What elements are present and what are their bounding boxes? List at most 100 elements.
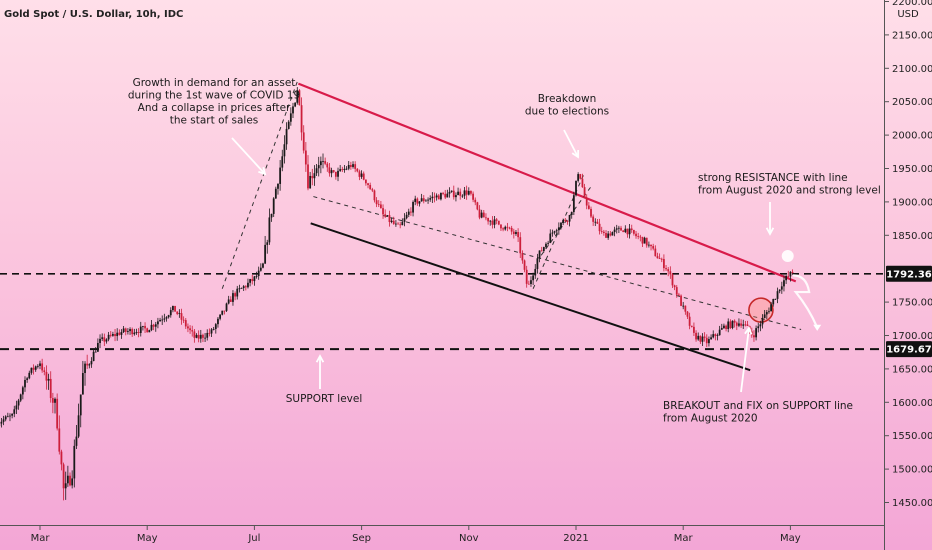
candle xyxy=(375,197,378,208)
candle xyxy=(791,269,794,274)
support-price-label[interactable]: 1679.67 xyxy=(886,341,932,358)
candle xyxy=(570,211,573,219)
candle-body xyxy=(277,183,279,189)
annotation-resistance-line: strong RESISTANCE with line xyxy=(698,172,848,184)
candle-body xyxy=(90,361,93,365)
candle-body xyxy=(504,226,507,230)
resistance-price-label[interactable]: 1792.36 xyxy=(886,265,932,282)
y-tick-label: 1600.00 xyxy=(892,398,932,409)
candle xyxy=(157,317,159,329)
candle xyxy=(358,169,361,181)
candle xyxy=(399,221,402,229)
candle xyxy=(204,333,206,342)
candle xyxy=(401,218,404,226)
projection-arrowhead xyxy=(813,324,822,331)
candle xyxy=(287,120,290,130)
candle xyxy=(64,471,67,500)
candle-body xyxy=(294,102,297,107)
candle-body xyxy=(519,237,522,254)
candle-body xyxy=(360,173,363,177)
candle-body xyxy=(274,188,277,199)
candle-body xyxy=(217,318,219,325)
candle-body xyxy=(154,324,157,327)
candle xyxy=(461,194,464,198)
candle-body xyxy=(425,200,427,202)
y-tick-label: 2200.00 xyxy=(892,0,932,8)
annotation-support-line: SUPPORT level xyxy=(286,393,363,405)
candle xyxy=(212,326,215,331)
candle xyxy=(577,172,580,183)
candle xyxy=(34,365,37,372)
candle xyxy=(427,197,429,204)
candle-body xyxy=(407,211,410,215)
candle-body xyxy=(208,332,211,334)
candle xyxy=(127,328,129,335)
candle xyxy=(304,142,307,172)
candle xyxy=(337,167,339,182)
candle-body xyxy=(416,198,419,204)
candle xyxy=(51,392,54,414)
candle-body xyxy=(708,339,710,344)
candle xyxy=(622,230,625,233)
candle xyxy=(440,192,442,201)
candle xyxy=(609,230,612,237)
candle xyxy=(506,222,509,232)
candle xyxy=(686,310,689,320)
candle-body xyxy=(525,269,528,284)
candle-body xyxy=(500,224,502,229)
candle xyxy=(512,228,515,239)
candle xyxy=(6,412,9,418)
candle-body xyxy=(680,295,682,306)
candle-body xyxy=(236,288,239,297)
candle xyxy=(433,192,436,203)
candle xyxy=(195,333,198,339)
candle xyxy=(613,226,616,237)
candle-body xyxy=(755,328,757,338)
candle-body xyxy=(740,323,742,326)
candle-body xyxy=(146,328,149,333)
candle-body xyxy=(620,227,622,231)
candle xyxy=(716,333,719,341)
candle-body xyxy=(328,167,331,174)
candle-body xyxy=(530,280,532,284)
candle xyxy=(600,226,603,234)
candle xyxy=(217,317,219,328)
candle xyxy=(744,320,747,327)
candle-body xyxy=(337,170,339,177)
candle xyxy=(21,385,24,400)
candle xyxy=(43,367,46,376)
candle xyxy=(731,320,734,330)
candle xyxy=(467,187,470,196)
candle xyxy=(377,200,380,208)
candle xyxy=(364,179,367,186)
candle xyxy=(259,263,262,272)
candle xyxy=(371,187,374,193)
candle xyxy=(785,274,788,285)
candle-body xyxy=(114,334,116,337)
candle xyxy=(632,229,635,236)
candle xyxy=(407,208,410,218)
candle-body xyxy=(212,328,215,330)
candle-body xyxy=(405,214,408,219)
candle xyxy=(379,200,382,209)
candle-body xyxy=(167,315,170,318)
candle-body xyxy=(491,220,494,225)
candle-body xyxy=(630,228,633,231)
candle-body xyxy=(99,338,101,344)
candle-body xyxy=(637,236,640,237)
candle-body xyxy=(431,196,434,199)
candle-body xyxy=(73,445,76,479)
annotation-breakout-line: BREAKOUT and FIX on SUPPORT line xyxy=(663,400,853,412)
candle-body xyxy=(77,415,80,437)
candle-body xyxy=(388,215,391,223)
candle-body xyxy=(735,322,738,326)
candle xyxy=(392,216,395,225)
candle-body xyxy=(272,198,275,214)
candle-body xyxy=(682,305,685,307)
candle xyxy=(450,190,453,193)
candle-body xyxy=(9,415,11,417)
candle xyxy=(768,307,770,314)
candle-body xyxy=(444,193,447,198)
candle xyxy=(131,327,134,337)
